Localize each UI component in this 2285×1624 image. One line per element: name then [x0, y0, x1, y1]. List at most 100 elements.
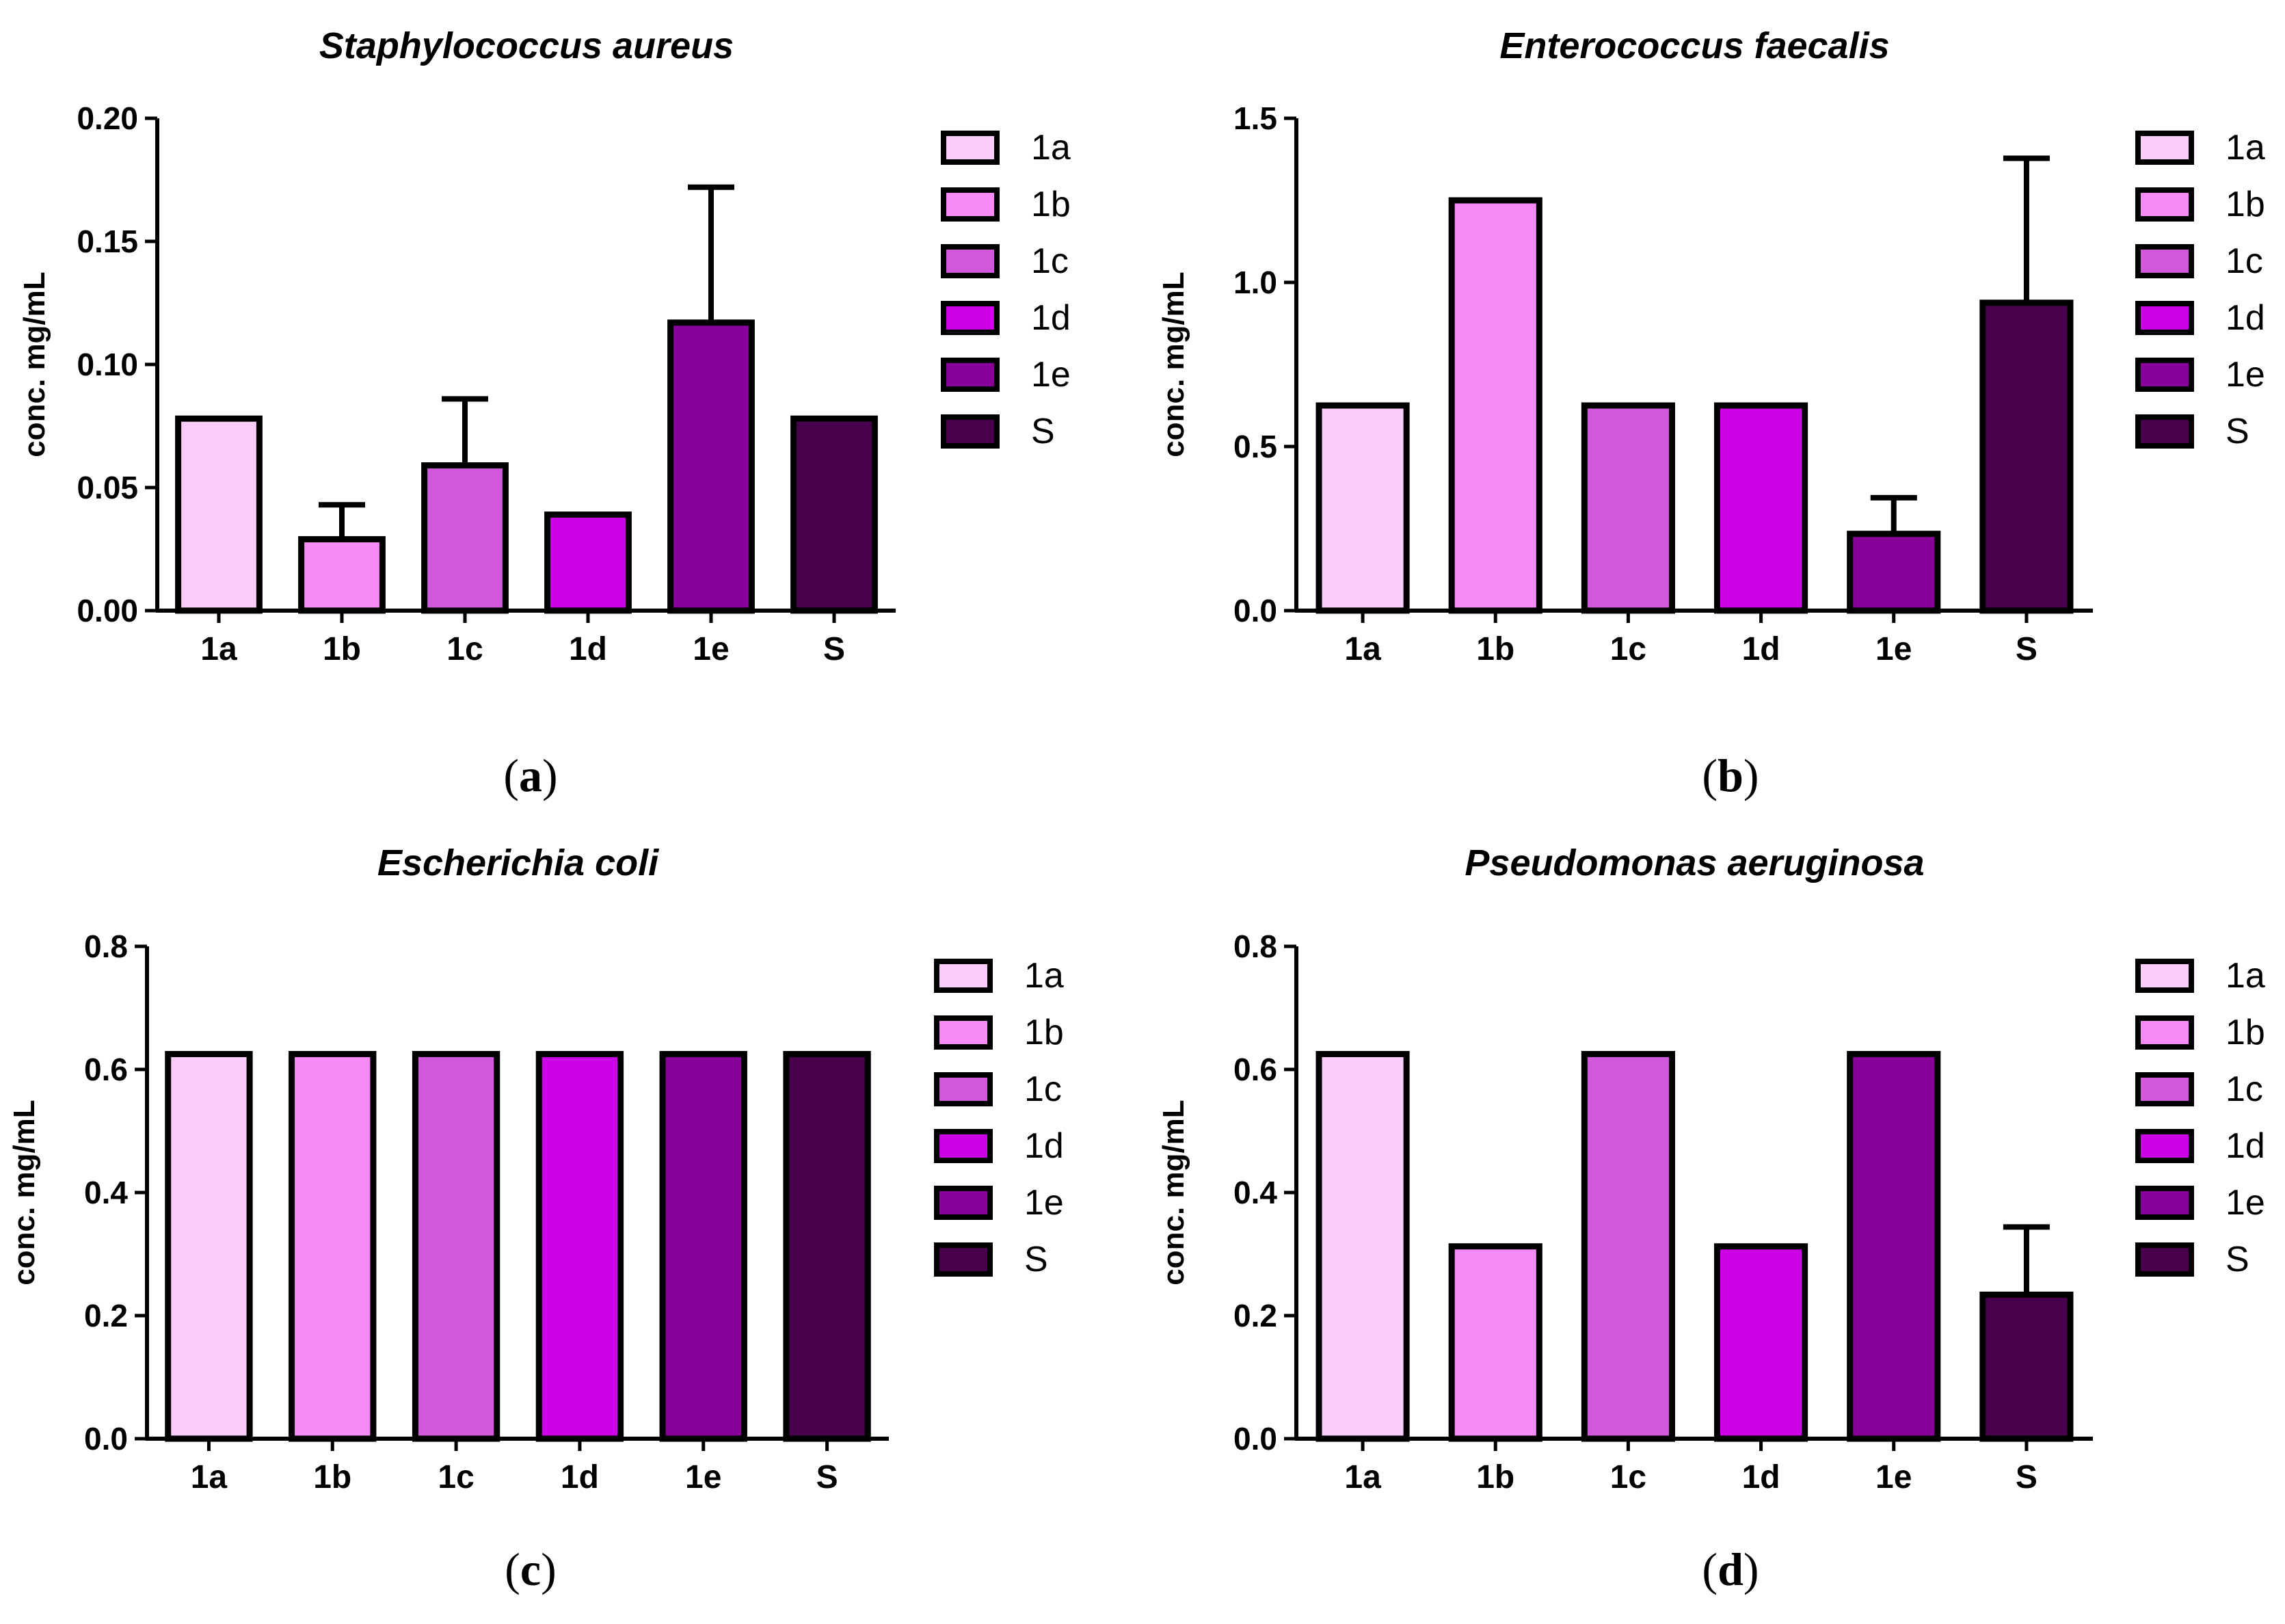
y-tick-label-c-4: 0.8 — [84, 929, 128, 964]
y-tick-label-a-4: 0.20 — [77, 101, 138, 136]
bar-b-1c — [1581, 402, 1675, 614]
caption-d: (d) — [1628, 1543, 1833, 1597]
bar-a-1c — [421, 462, 509, 614]
bar-c-S — [783, 1051, 871, 1442]
legend-swatch-a-1b — [941, 187, 1000, 222]
x-tick-label-d-1d: 1d — [1742, 1459, 1780, 1495]
caption-c-open: ( — [505, 1543, 520, 1595]
bar-c-1b — [289, 1051, 377, 1442]
y-tick-label-a-0: 0.00 — [77, 593, 138, 628]
x-tick-label-b-1d: 1d — [1742, 631, 1780, 667]
caption-a-open: ( — [503, 749, 519, 801]
x-tick-label-c-S: S — [816, 1459, 838, 1495]
y-tick-label-d-0: 0.0 — [1233, 1421, 1277, 1456]
x-tick-label-c-1b: 1b — [313, 1459, 351, 1495]
legend-swatch-b-1e — [2135, 358, 2194, 392]
bar-d-1d — [1714, 1243, 1808, 1442]
legend-swatch-c-1d — [934, 1129, 993, 1163]
x-tick-label-c-1e: 1e — [685, 1459, 721, 1495]
caption-c-label: c — [520, 1543, 542, 1595]
legend-label-a-1a: 1a — [1031, 128, 1071, 168]
caption-a-label: a — [519, 749, 542, 801]
legend-swatch-c-1a — [934, 959, 993, 993]
bar-b-1b — [1448, 197, 1542, 614]
legend-label-a-1c: 1c — [1031, 241, 1069, 281]
legend-label-d-1e: 1e — [2226, 1183, 2265, 1223]
bar-b-1d — [1714, 402, 1808, 614]
legend-swatch-a-1a — [941, 131, 1000, 165]
y-tick-label-b-2: 1.0 — [1233, 265, 1277, 300]
y-tick-label-b-0: 0.0 — [1233, 593, 1277, 628]
y-axis-label-d: conc. mg/mL — [1157, 1100, 1190, 1285]
legend-swatch-c-1b — [934, 1015, 993, 1050]
bar-d-1c — [1581, 1051, 1675, 1442]
bar-a-1b — [298, 536, 386, 614]
bar-d-1a — [1315, 1051, 1410, 1442]
legend-swatch-b-1a — [2135, 131, 2194, 165]
legend-swatch-a-1d — [941, 301, 1000, 335]
bar-a-1e — [667, 319, 755, 614]
bar-d-1e — [1847, 1051, 1941, 1442]
legend-swatch-d-1a — [2135, 959, 2194, 993]
x-tick-label-b-1b: 1b — [1476, 631, 1514, 667]
bar-a-S — [790, 415, 878, 614]
chart-title-a: Staphylococcus aureus — [319, 25, 734, 66]
x-tick-label-a-1d: 1d — [569, 631, 607, 667]
bar-a-1d — [544, 511, 632, 614]
chart-panel-a: Staphylococcus aureus conc. mg/mL 0.00 0.05… — [0, 0, 1142, 812]
y-tick-label-b-1: 0.5 — [1233, 429, 1277, 464]
x-tick-label-b-1c: 1c — [1610, 631, 1646, 667]
legend-label-a-1e: 1e — [1031, 355, 1071, 395]
legend-label-a-1b: 1b — [1031, 185, 1071, 224]
caption-b-open: ( — [1702, 749, 1718, 801]
y-tick-label-d-4: 0.8 — [1233, 929, 1277, 964]
x-tick-label-a-1c: 1c — [446, 631, 483, 667]
legend-label-b-1d: 1d — [2226, 298, 2265, 338]
legend-label-d-1d: 1d — [2226, 1126, 2265, 1166]
legend-label-a-S: S — [1031, 412, 1055, 451]
legend-label-b-1c: 1c — [2226, 241, 2263, 281]
caption-c-close: ) — [541, 1543, 557, 1595]
legend-label-d-1b: 1b — [2226, 1013, 2265, 1052]
caption-d-open: ( — [1702, 1543, 1718, 1595]
caption-a-close: ) — [542, 749, 558, 801]
legend-swatch-d-1c — [2135, 1072, 2194, 1106]
y-tick-label-d-1: 0.2 — [1233, 1298, 1277, 1333]
bar-c-1a — [165, 1051, 253, 1442]
x-tick-label-b-1a: 1a — [1344, 631, 1381, 667]
bar-c-1c — [412, 1051, 500, 1442]
y-tick-label-a-1: 0.05 — [77, 470, 138, 505]
bar-c-1e — [659, 1051, 747, 1442]
legend-label-d-1a: 1a — [2226, 956, 2265, 996]
bar-b-1a — [1315, 402, 1410, 614]
y-axis-label-c: conc. mg/mL — [8, 1100, 41, 1285]
legend-swatch-d-S — [2135, 1242, 2194, 1277]
legend-swatch-c-1e — [934, 1186, 993, 1220]
legend-swatch-b-1d — [2135, 301, 2194, 335]
legend-swatch-d-1d — [2135, 1129, 2194, 1163]
chart-d-svg: Pseudomonas aeruginosa conc. mg/mL 0.0 0.2 0… — [1157, 842, 2265, 1495]
chart-title-d: Pseudomonas aeruginosa — [1465, 842, 1924, 883]
x-tick-label-a-1e: 1e — [693, 631, 729, 667]
bar-d-1b — [1448, 1243, 1542, 1442]
bar-d-S — [1979, 1291, 2074, 1442]
x-tick-label-d-1e: 1e — [1875, 1459, 1912, 1495]
legend-swatch-a-1c — [941, 244, 1000, 278]
legend-swatch-a-S — [941, 414, 1000, 449]
legend-label-c-1d: 1d — [1024, 1126, 1064, 1166]
legend-label-c-1c: 1c — [1024, 1069, 1062, 1109]
x-tick-label-d-1a: 1a — [1344, 1459, 1381, 1495]
legend-label-b-1a: 1a — [2226, 128, 2265, 168]
legend-swatch-a-1e — [941, 358, 1000, 392]
x-tick-label-c-1a: 1a — [191, 1459, 228, 1495]
x-tick-label-b-1e: 1e — [1875, 631, 1912, 667]
legend-label-d-1c: 1c — [2226, 1069, 2263, 1109]
legend-swatch-c-S — [934, 1242, 993, 1277]
bar-b-1e — [1847, 531, 1941, 614]
legend-label-c-1b: 1b — [1024, 1013, 1064, 1052]
legend-swatch-d-1b — [2135, 1015, 2194, 1050]
legend-label-c-1e: 1e — [1024, 1183, 1064, 1223]
y-tick-label-c-0: 0.0 — [84, 1421, 128, 1456]
y-tick-label-c-2: 0.4 — [84, 1175, 128, 1210]
x-tick-label-c-1d: 1d — [561, 1459, 599, 1495]
